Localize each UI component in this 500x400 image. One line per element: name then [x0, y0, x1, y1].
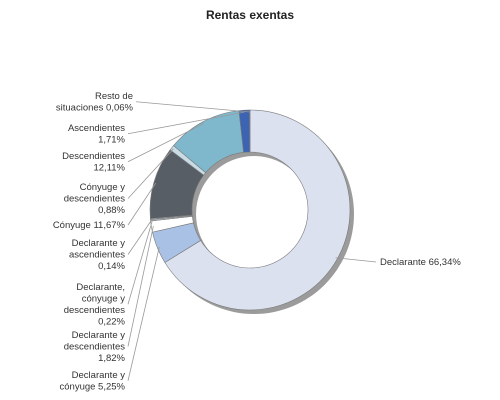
leader-line-ascendientes — [127, 111, 245, 135]
chart-title: Rentas exentas — [206, 8, 294, 22]
donut-slices — [149, 109, 351, 311]
slice-label-declarante-y-ascendientes: Declarante y ascendientes 0,14% — [69, 238, 126, 272]
leader-line-declarante-y-descendientes — [127, 226, 154, 347]
slice-label-declarante: Declarante 66,34% — [380, 257, 461, 268]
slice-label-declarante-y-conyuge: Declarante y cónyuge 5,25% — [60, 370, 126, 393]
slice-label-resto-de-situaciones: Resto de situaciones 0,06% — [56, 91, 134, 114]
leader-lines — [127, 101, 377, 381]
slice-label-conyuge-y-descendientes: Cónyuge y descendientes 0,88% — [64, 182, 126, 216]
slice-label-descendientes: Descendientes 12,11% — [62, 151, 125, 174]
leader-line-descendientes — [127, 123, 204, 163]
slice-label-declarante-y-descendientes: Declarante y descendientes 1,82% — [64, 330, 126, 364]
leader-line-declarante — [335, 257, 377, 263]
slice-label-ascendientes: Ascendientes 1,71% — [68, 123, 126, 146]
slice-label-conyuge: Cónyuge 11,67% — [53, 220, 126, 231]
leader-line-resto-de-situaciones — [135, 101, 250, 113]
leader-line-declarante-y-conyuge — [127, 246, 160, 381]
slice-labels: Declarante 66,34% Declarante y cónyuge 5,2… — [53, 91, 462, 393]
leader-line-declarante-y-ascendientes — [127, 218, 153, 255]
leader-line-conyuge — [127, 182, 157, 226]
leader-line-conyuge-y-descendientes — [127, 148, 174, 199]
slice-declarante — [164, 109, 351, 311]
slice-label-declarante-conyuge-y-descendientes: Declarante, cónyuge y descendientes 0,22% — [64, 282, 126, 328]
leader-line-declarante-conyuge-y-descendientes — [127, 219, 153, 305]
